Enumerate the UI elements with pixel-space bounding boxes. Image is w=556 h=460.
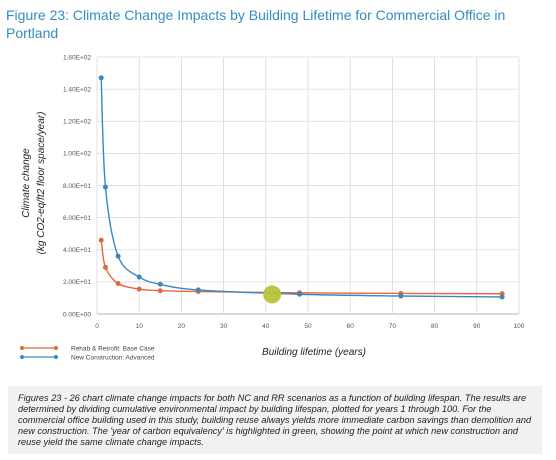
- legend-dot: [20, 346, 24, 350]
- series-1-point: [116, 281, 121, 286]
- y-tick-label: 6.00E+01: [63, 215, 91, 222]
- x-tick-label: 70: [389, 323, 397, 330]
- legend-label-2: New Construction: Advanced: [71, 354, 155, 361]
- series-2-point: [158, 282, 163, 287]
- x-tick-label: 80: [431, 323, 439, 330]
- legend-dot: [54, 346, 58, 350]
- y-tick-label: 0.00E+00: [63, 311, 91, 318]
- figure-caption: Figures 23 - 26 chart climate change imp…: [8, 386, 542, 454]
- y-tick-label: 1.60E+02: [63, 54, 91, 61]
- y-axis-title-line1: Climate change: [21, 148, 32, 218]
- series-2-point: [196, 287, 201, 292]
- x-tick-label: 50: [304, 323, 312, 330]
- series-2-point: [297, 292, 302, 297]
- series-1-point: [99, 238, 104, 243]
- y-tick-label: 1.40E+02: [63, 86, 91, 93]
- series-layer: [101, 78, 502, 297]
- x-tick-label: 0: [95, 323, 99, 330]
- legend-dot: [54, 355, 58, 359]
- x-tick-label: 30: [220, 323, 228, 330]
- x-tick-label: 90: [473, 323, 481, 330]
- grid: [97, 57, 519, 314]
- series-2-point: [103, 185, 108, 190]
- x-tick-label: 20: [178, 323, 186, 330]
- carbon-equivalency-marker: [263, 285, 281, 303]
- highlight-layer: [263, 285, 281, 303]
- chart: 0.00E+00 2.00E+01 4.00E+01 6.00E+01 8.00E+01…: [0, 0, 556, 386]
- y-tick-label: 1.20E+02: [63, 119, 91, 126]
- x-tick-label: 40: [262, 323, 270, 330]
- x-tick-label: 10: [136, 323, 144, 330]
- markers: [99, 75, 505, 299]
- series-line-2: [101, 78, 502, 297]
- legend: Rehab & Retrofit: Base Case New Construct…: [20, 345, 155, 361]
- y-tick-label: 8.00E+01: [63, 183, 91, 190]
- series-2-point: [398, 294, 403, 299]
- y-tick-label: 2.00E+01: [63, 279, 91, 286]
- x-tick-label: 60: [347, 323, 355, 330]
- y-tick-label: 1.00E+02: [63, 151, 91, 158]
- series-2-point: [137, 275, 142, 280]
- x-axis-title: Building lifetime (years): [262, 347, 366, 358]
- y-axis-title-line2: (kg CO2-eq/ft2 floor space/year): [36, 112, 47, 255]
- series-1-point: [158, 288, 163, 293]
- series-2-point: [116, 254, 121, 259]
- legend-label-1: Rehab & Retrofit: Base Case: [71, 345, 155, 352]
- y-tick-label: 4.00E+01: [63, 247, 91, 254]
- legend-dot: [20, 355, 24, 359]
- series-2-point: [500, 294, 505, 299]
- series-2-point: [99, 75, 104, 80]
- series-1-point: [137, 287, 142, 292]
- axes: 0.00E+00 2.00E+01 4.00E+01 6.00E+01 8.00E+01…: [63, 54, 525, 330]
- series-1-point: [103, 265, 108, 270]
- x-tick-label: 100: [514, 323, 525, 330]
